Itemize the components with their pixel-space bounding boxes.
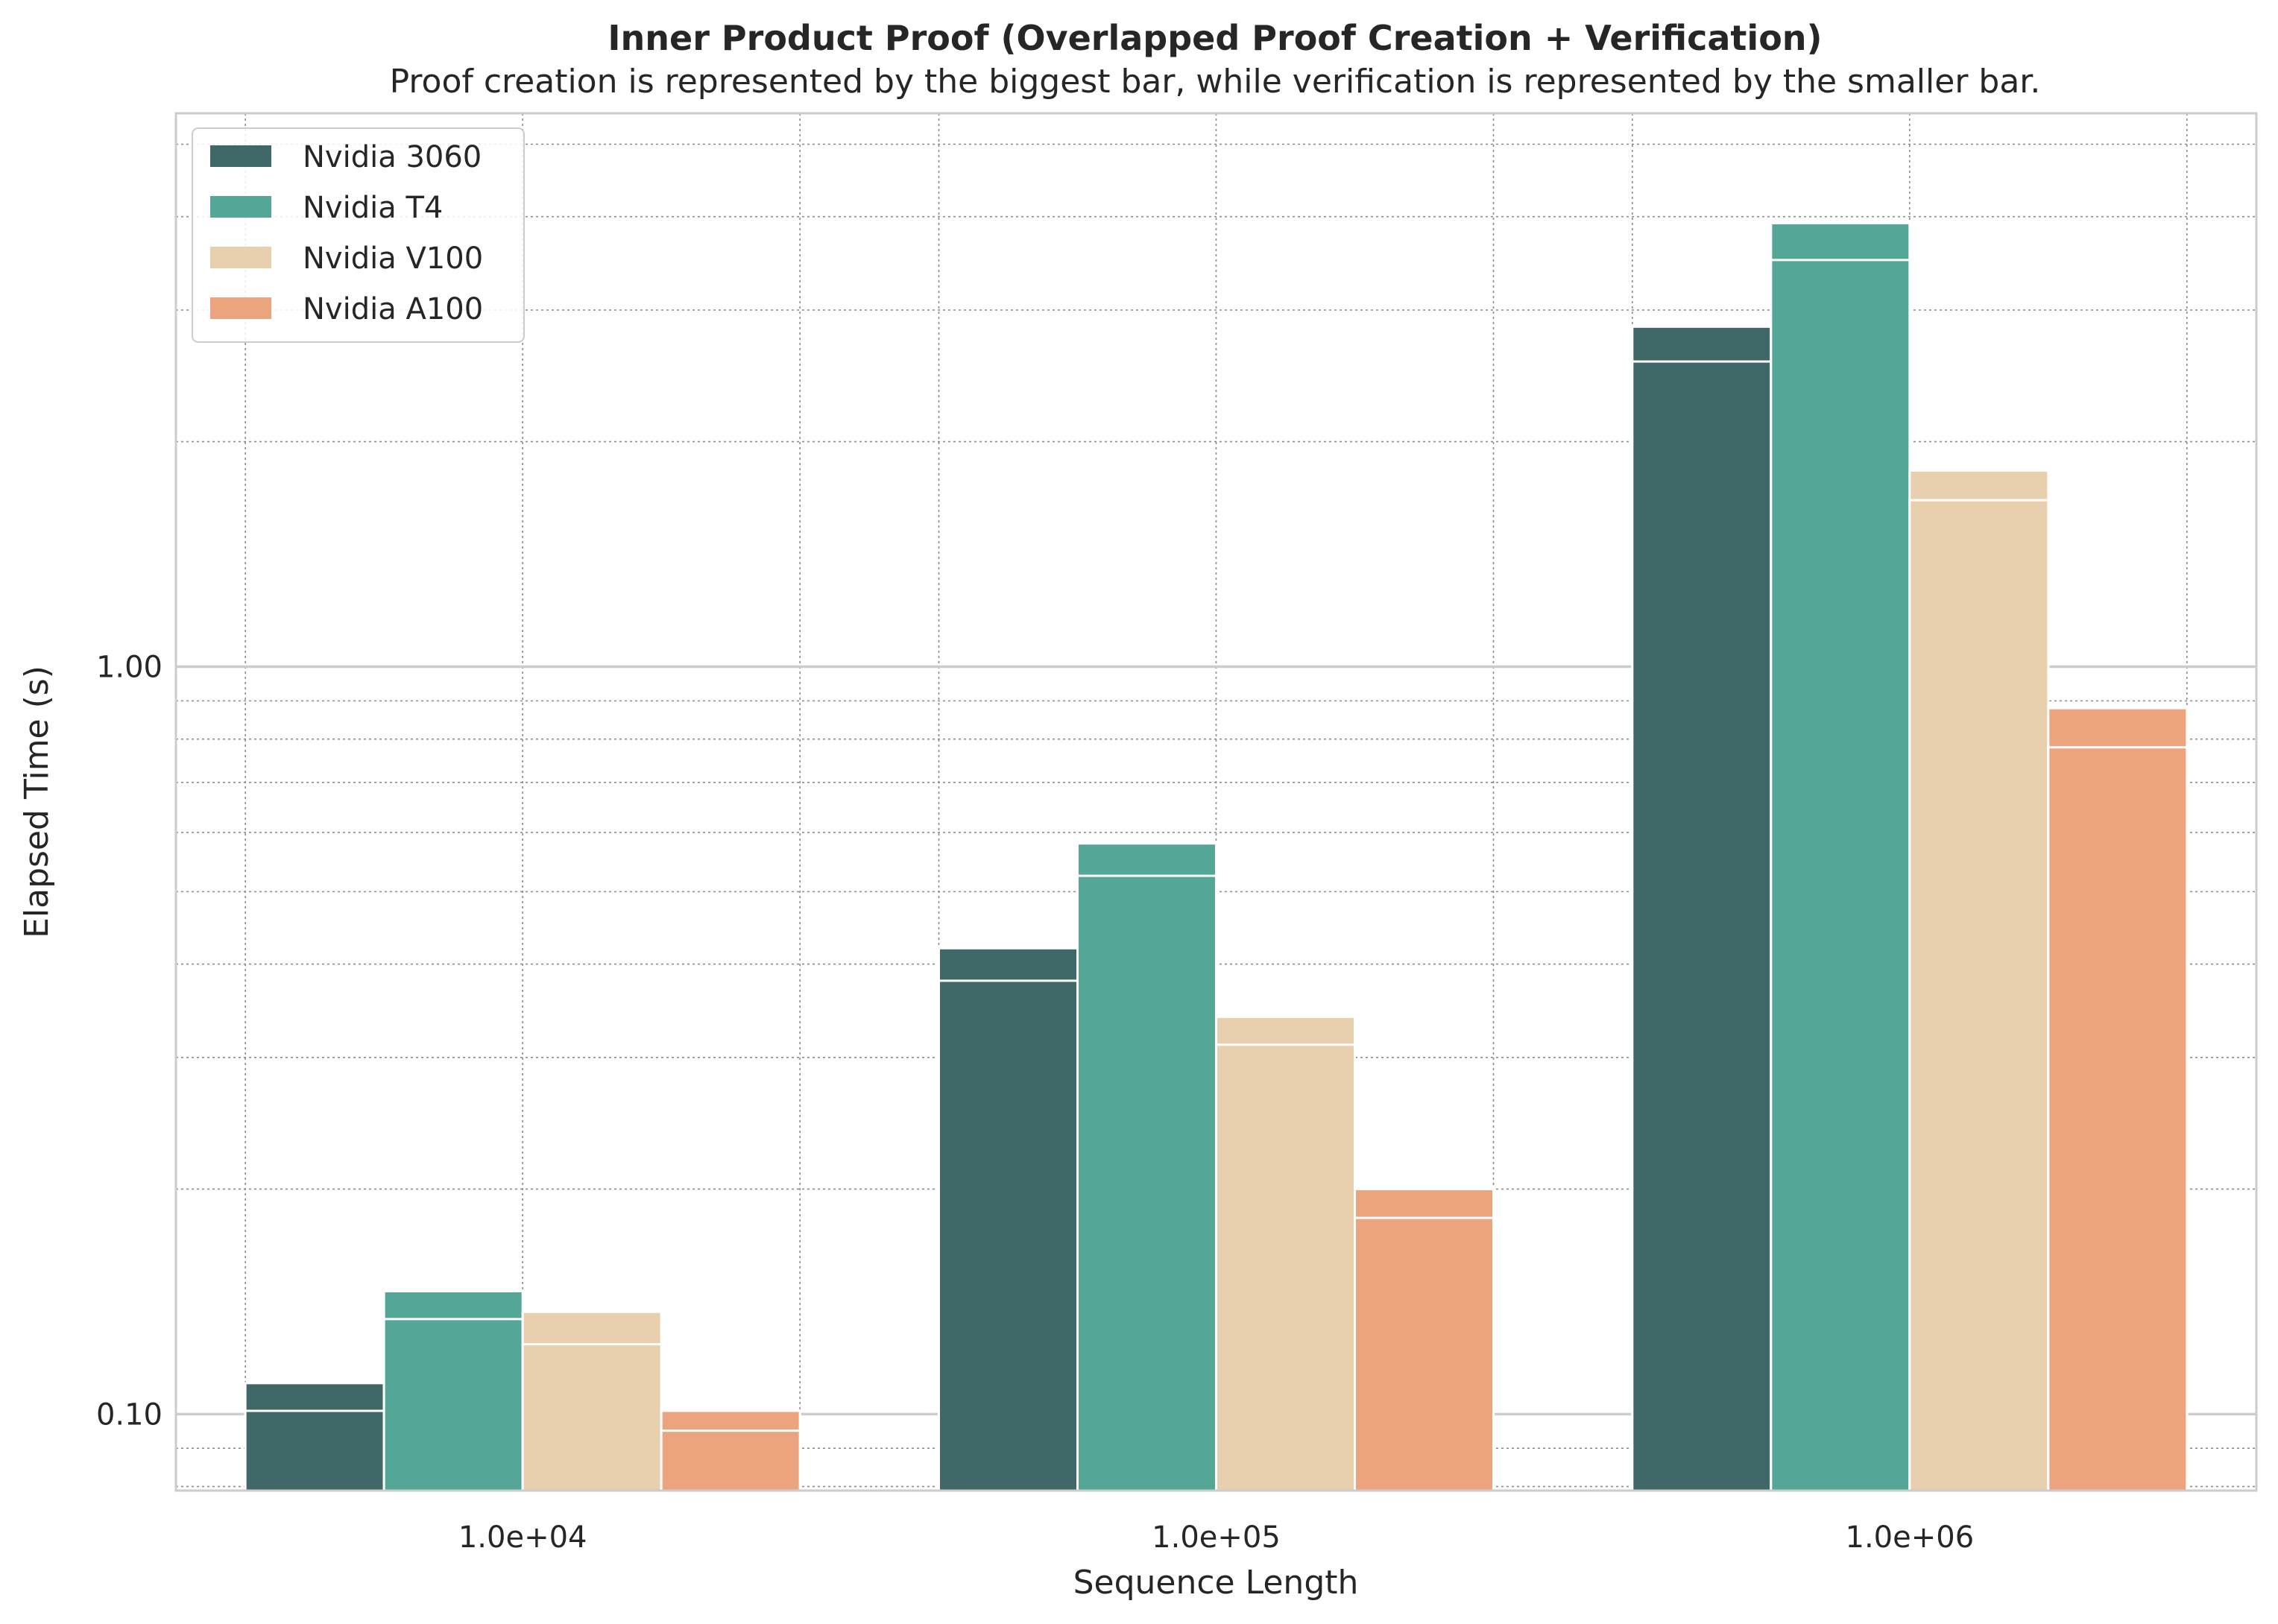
y-axis: 0.10 1.00 <box>96 650 163 1432</box>
plot-frame <box>174 112 2258 1492</box>
legend-label: Nvidia A100 <box>303 292 483 326</box>
y-tick-label: 0.10 <box>96 1397 163 1432</box>
chart-title: Inner Product Proof (Overlapped Proof Cr… <box>608 18 1822 58</box>
legend-swatch <box>210 145 271 167</box>
x-axis: 1.0e+04 1.0e+05 1.0e+06 <box>458 1520 1974 1555</box>
x-tick-label: 1.0e+04 <box>458 1520 587 1555</box>
x-axis-label: Sequence Length <box>1073 1564 1359 1602</box>
bar-verification <box>1215 1043 1356 1492</box>
bar-verification <box>938 979 1079 1492</box>
bars <box>244 221 2189 1492</box>
x-tick-label: 1.0e+05 <box>1152 1520 1281 1555</box>
bar-verification <box>382 1318 524 1492</box>
bar-verification <box>244 1409 385 1492</box>
bar-verification <box>660 1429 801 1492</box>
x-tick-label: 1.0e+06 <box>1846 1520 1975 1555</box>
legend: Nvidia 3060 Nvidia T4 Nvidia V100 Nvidia A1… <box>192 127 525 343</box>
legend-label: Nvidia T4 <box>303 191 443 225</box>
legend-swatch <box>210 247 271 268</box>
bar-verification <box>1631 360 1773 1492</box>
bar-verification <box>2047 746 2189 1492</box>
bar-verification <box>1770 259 1911 1492</box>
bar-verification <box>1908 499 2050 1492</box>
chart-subtitle: Proof creation is represented by the big… <box>390 63 2041 101</box>
y-tick-label: 1.00 <box>96 650 163 684</box>
legend-label: Nvidia V100 <box>303 241 483 276</box>
legend-swatch <box>210 196 271 218</box>
legend-swatch <box>210 297 271 319</box>
legend-label: Nvidia 3060 <box>303 140 482 174</box>
legend-frame <box>192 127 525 343</box>
bar-verification <box>521 1343 663 1492</box>
y-axis-label: Elapsed Time (s) <box>18 666 56 938</box>
bar-verification <box>1076 874 1217 1492</box>
bar-verification <box>1354 1216 1495 1492</box>
